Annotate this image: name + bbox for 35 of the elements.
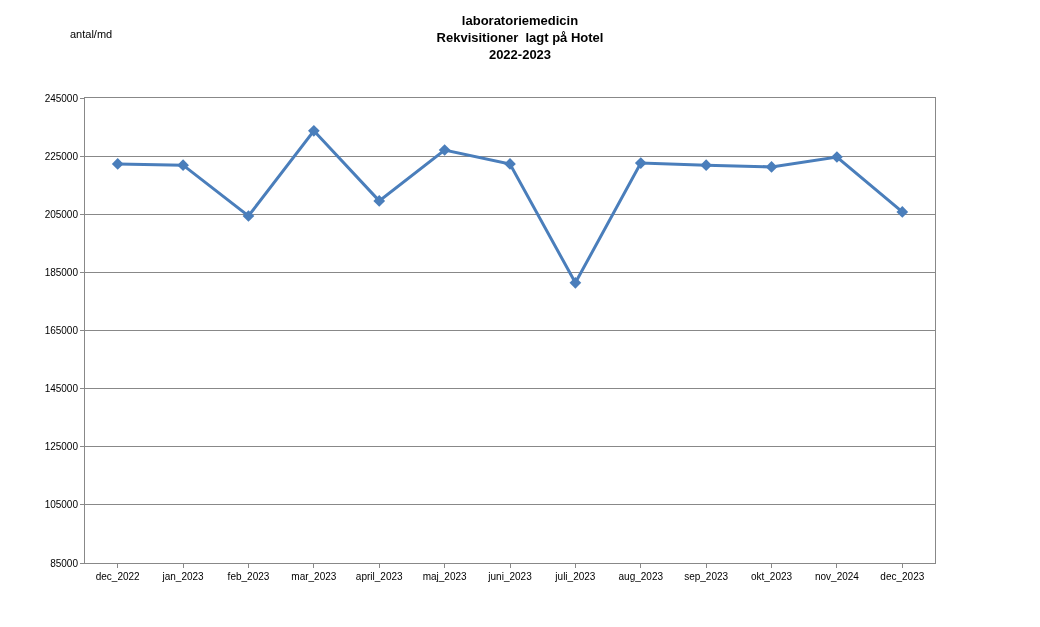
x-tick-label: dec_2022 [95,571,141,582]
y-axis-title: antal/md [70,28,113,40]
y-tick-label: 105000 [44,499,79,511]
x-tick-label: okt_2023 [750,571,793,582]
x-tick-label: feb_2023 [227,571,270,582]
point [242,210,255,222]
x-tick-label: dec_2023 [880,571,925,582]
y-tick-label: 205000 [44,208,79,220]
y-tick-label: 185000 [44,266,79,278]
x-tick-label: jan_2023 [161,571,205,582]
x-tick-label: mar_2023 [291,571,337,582]
x-tick-label: juli_2023 [554,571,596,582]
point [438,144,451,156]
point [111,158,124,170]
point [765,161,778,173]
y-tick-label: 225000 [44,150,79,162]
y-tick-label: 245000 [44,92,79,104]
point [308,124,320,137]
x-tick-label: juni_2023 [487,571,533,582]
y-tick-label: 125000 [44,441,79,453]
point [373,195,386,207]
point [569,276,582,289]
x-tick-label: aug_2023 [618,571,664,582]
chart-title: laboratoriemedicin Rekvisitioner lagt på Hotel 2022-2023 [436,13,604,62]
y-tick-label: 145000 [44,383,79,395]
x-tick-label: nov_2024 [814,571,860,582]
x-tick-label: april_2023 [355,571,404,582]
x-tick-label: maj_2023 [422,571,468,582]
x-tick-label: sep_2023 [684,571,729,582]
point [634,157,647,169]
point [896,206,909,218]
point [700,159,712,171]
y-tick-label: 85000 [50,557,79,569]
y-tick-label: 165000 [44,325,79,336]
point [177,159,189,171]
